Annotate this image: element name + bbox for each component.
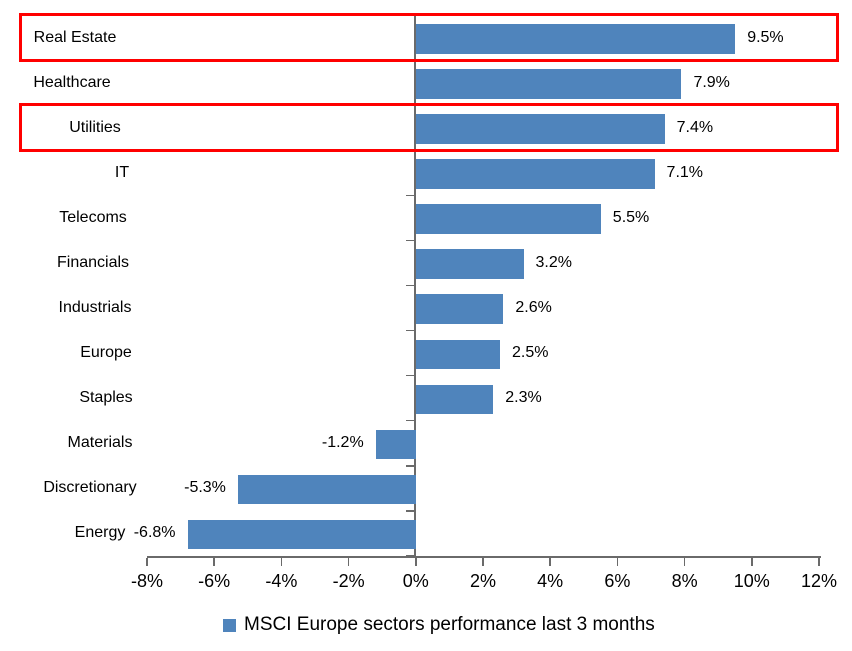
bar: [187, 519, 416, 550]
data-label: 2.3%: [505, 389, 542, 407]
category-label: Discretionary: [43, 479, 137, 497]
data-label: 7.4%: [676, 118, 714, 136]
data-label: 9.5%: [747, 28, 784, 46]
x-axis-tick: [818, 558, 820, 566]
x-axis-tick: [616, 558, 619, 566]
x-axis-tick-label: 8%: [671, 571, 698, 591]
x-axis-tick: [751, 558, 753, 566]
bar: [416, 24, 736, 54]
bar: [416, 159, 655, 189]
category-label: Europe: [80, 344, 132, 362]
bar: [375, 429, 416, 460]
x-axis-tick-label: 4%: [537, 571, 564, 591]
highlight-box-utilities: [19, 103, 839, 153]
x-axis-tick-label: 2%: [469, 571, 496, 591]
category-label: IT: [114, 163, 130, 181]
bar: [416, 249, 524, 279]
x-axis-tick: [280, 558, 283, 566]
data-label: 2.6%: [515, 299, 552, 317]
x-axis-tick: [549, 558, 551, 566]
data-label: 7.1%: [666, 163, 704, 181]
bar: [416, 204, 601, 234]
bar: [416, 114, 665, 144]
category-label: Staples: [79, 389, 133, 407]
highlight-box-real-estate: [19, 13, 839, 63]
legend: MSCI Europe sectors performance last 3 m…: [223, 611, 655, 639]
data-label: 2.5%: [512, 344, 549, 362]
data-label: -5.3%: [184, 479, 226, 497]
value-axis-line: [147, 556, 821, 558]
category-label: Energy: [74, 524, 126, 542]
plot-area: Real Estate 9.5% Healthcare 7.9% Utilities 7.…: [19, 13, 839, 591]
x-axis-tick-label: 0%: [402, 571, 429, 591]
category-axis-tick: [406, 555, 414, 557]
category-axis-tick: [406, 465, 414, 467]
category-label: Financials: [56, 253, 130, 271]
x-axis-tick-label: 6%: [604, 571, 631, 591]
data-label: 5.5%: [612, 208, 650, 226]
category-label: Industrials: [58, 299, 132, 317]
data-label: 3.2%: [535, 253, 572, 271]
data-label: -1.2%: [321, 434, 364, 452]
category-axis-tick: [406, 419, 414, 422]
category-axis-tick: [406, 194, 414, 197]
category-label: Telecoms: [59, 208, 127, 226]
category-axis-tick: [406, 329, 414, 332]
category-label: Materials: [67, 434, 133, 452]
bar: [237, 474, 416, 505]
x-axis-tick: [683, 558, 686, 566]
bar: [416, 339, 500, 370]
x-axis-tick: [347, 558, 350, 566]
category-label: Utilities: [69, 118, 121, 136]
x-axis-tick: [415, 558, 417, 566]
legend-label: MSCI Europe sectors performance last 3 m…: [244, 614, 655, 635]
bar: [416, 69, 682, 99]
category-axis-tick: [406, 510, 414, 512]
x-axis-tick-label: -4%: [265, 571, 298, 591]
x-axis-tick: [146, 558, 148, 566]
x-axis-tick-label: 10%: [733, 571, 770, 591]
data-label: 7.9%: [693, 73, 730, 91]
category-label: Real Estate: [33, 28, 117, 46]
category-axis-tick: [406, 284, 414, 287]
category-axis-line: [414, 15, 416, 557]
x-axis-tick: [482, 558, 484, 566]
data-label: -6.8%: [133, 524, 176, 542]
category-axis-tick: [406, 374, 414, 377]
x-axis-tick-label: -2%: [332, 571, 365, 591]
bar: [416, 294, 504, 324]
x-axis-tick: [213, 558, 215, 566]
legend-marker-icon: [223, 618, 236, 632]
category-label: Healthcare: [33, 73, 111, 91]
x-axis-tick-label: -8%: [130, 571, 163, 591]
x-axis-tick-label: -6%: [198, 571, 231, 591]
x-axis-tick-label: 12%: [800, 571, 838, 591]
category-axis-tick: [406, 239, 414, 242]
bar: [416, 384, 494, 415]
